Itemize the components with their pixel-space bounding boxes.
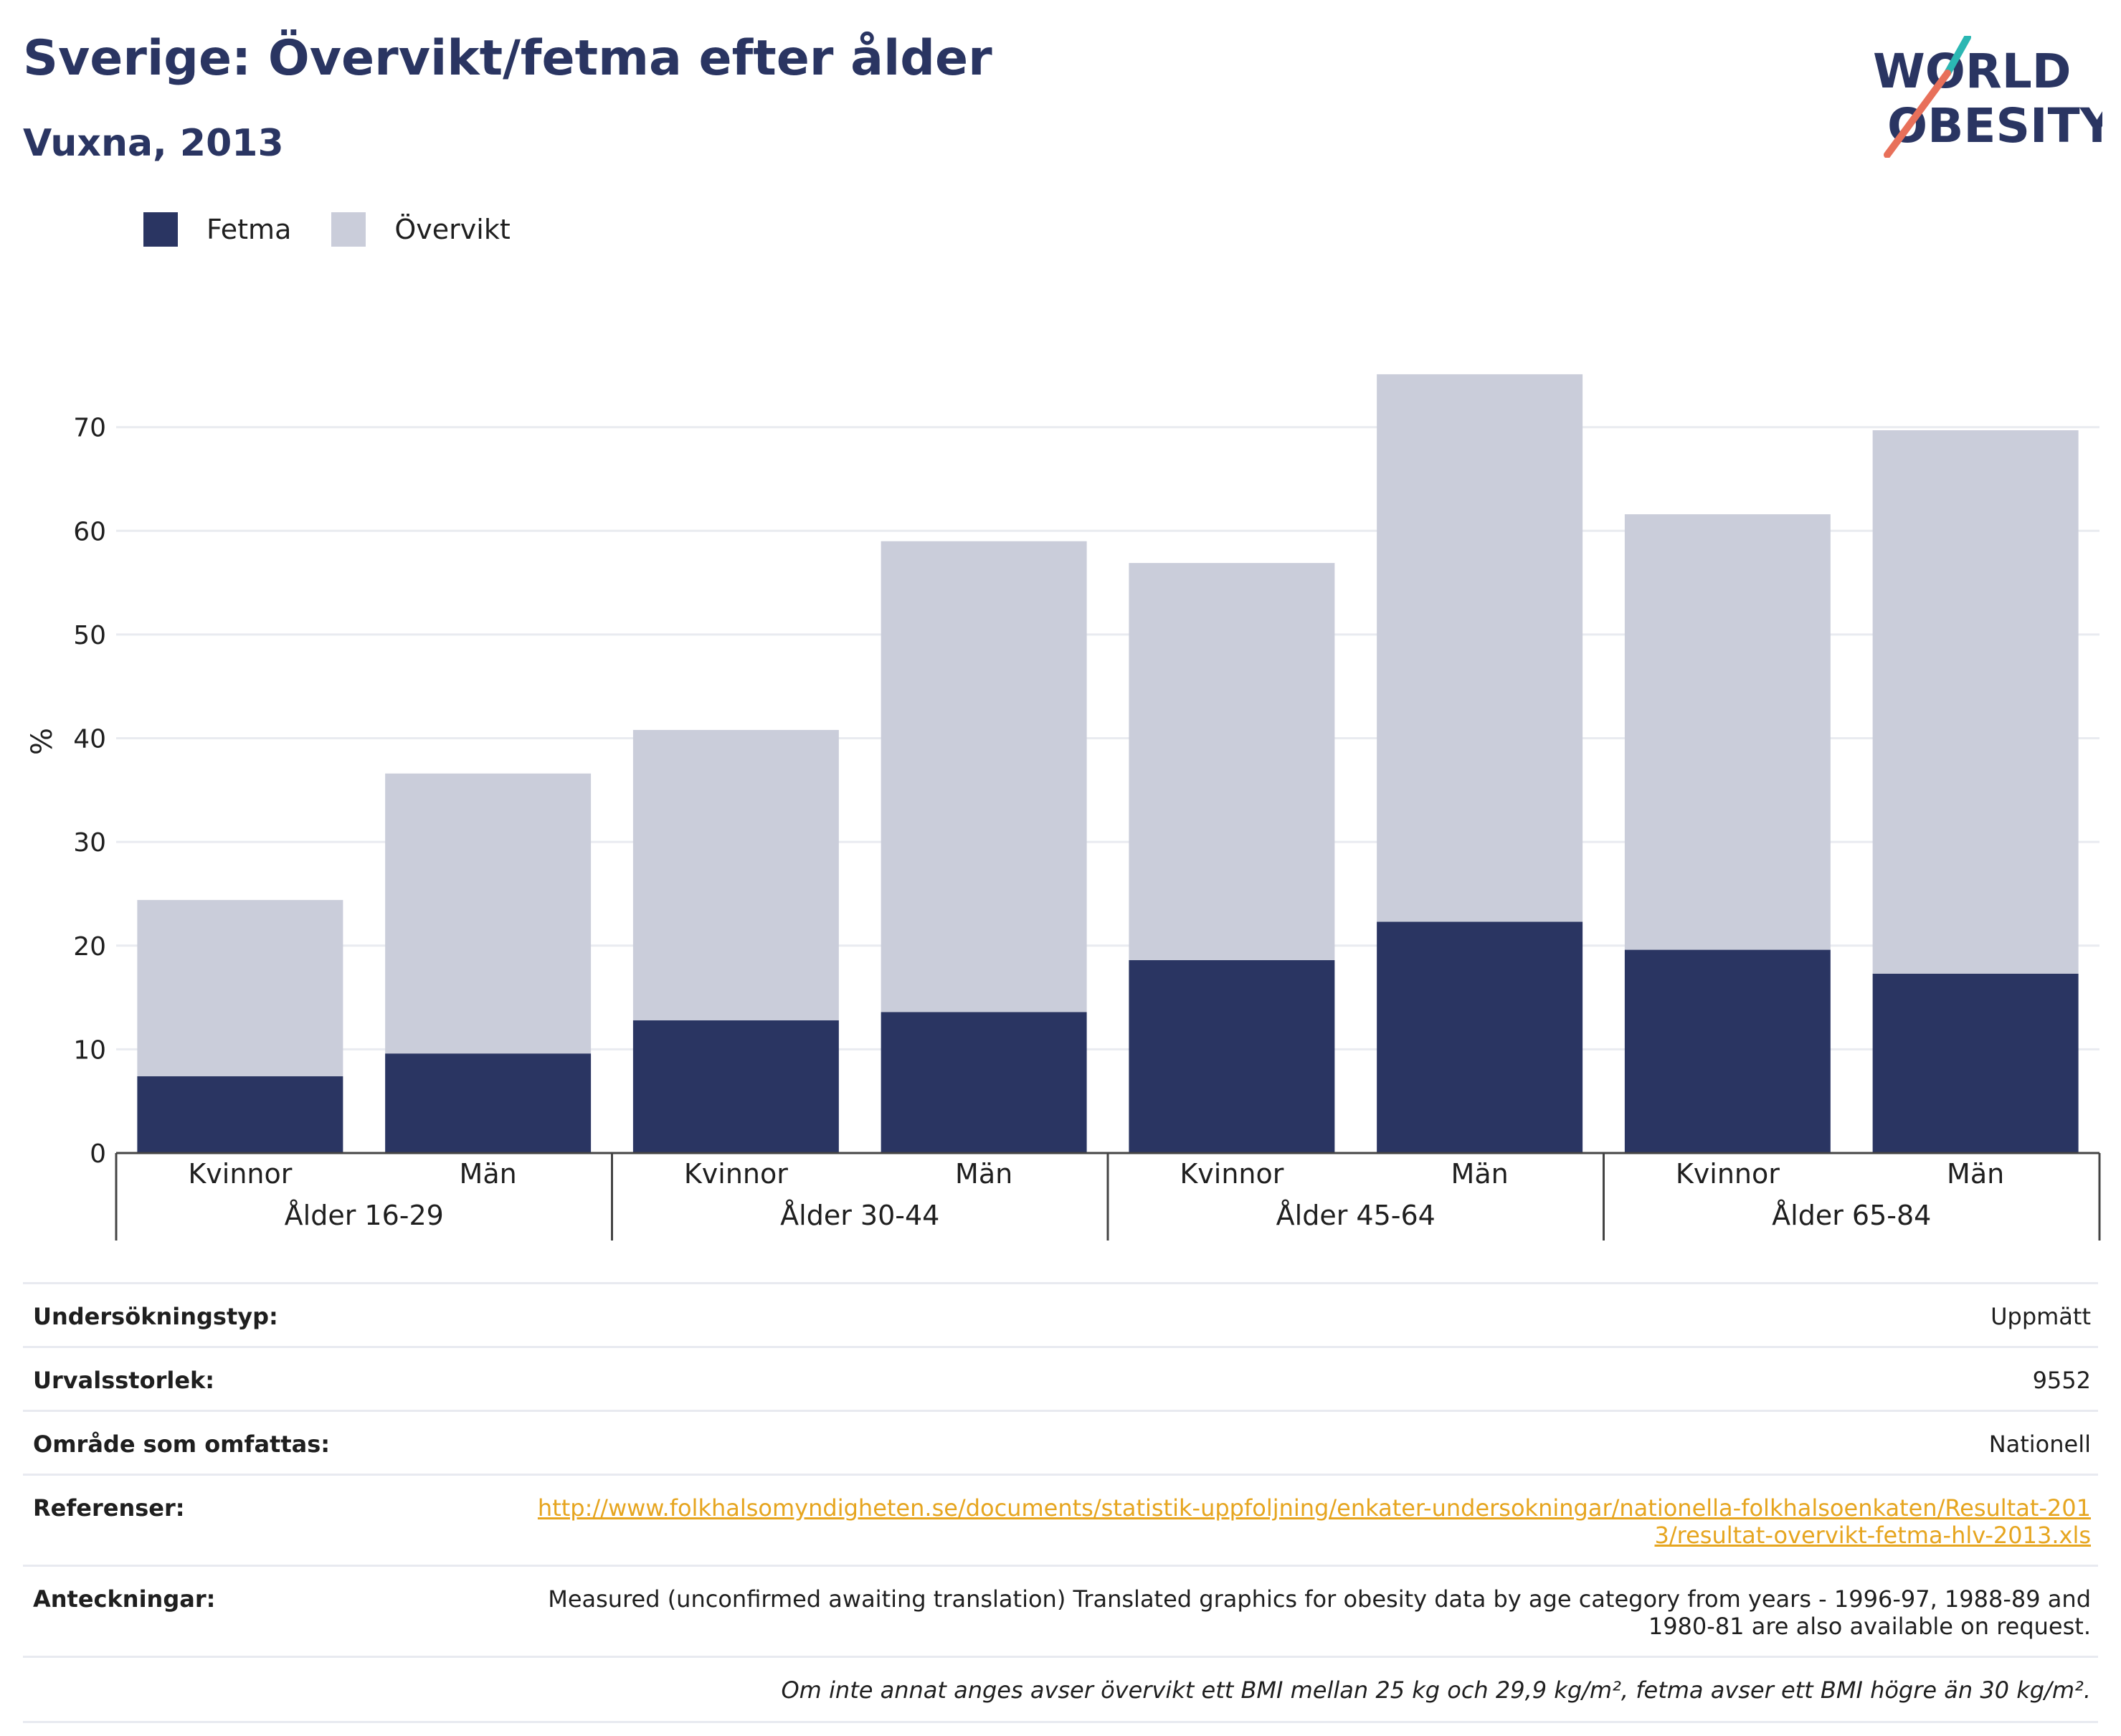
- bar-fetma: [1377, 921, 1583, 1153]
- legend-swatch-overvikt: [331, 212, 366, 247]
- info-row-sample-size: Urvalsstorlek: 9552: [23, 1346, 2098, 1410]
- bar-fetma: [137, 1076, 343, 1153]
- y-axis-label: %: [26, 728, 59, 755]
- bar-fetma: [632, 1020, 839, 1153]
- x-tick-label: Män: [955, 1158, 1012, 1190]
- y-tick-label: 70: [73, 414, 106, 443]
- bar-overvikt: [1129, 563, 1335, 961]
- bar-overvikt: [1624, 514, 1831, 950]
- legend-item-overvikt[interactable]: Övervikt: [331, 212, 511, 247]
- logo-text-world: WORLD: [1873, 44, 2072, 99]
- logo-slash-coral: [1884, 70, 1951, 158]
- x-tick-label: Män: [1947, 1158, 2004, 1190]
- stacked-bar-chart: 0 10 20 30 40 50 60 70% Kvinnor Män Kvinnor Män Kvin…: [26, 374, 2101, 1241]
- legend-swatch-fetma: [143, 212, 178, 247]
- y-tick-label: 60: [73, 517, 106, 546]
- info-value: Uppmätt: [1990, 1303, 2091, 1330]
- info-row-notes: Anteckningar: Measured (unconfirmed awai…: [23, 1565, 2098, 1656]
- bar-overvikt: [632, 729, 839, 1020]
- info-label: Undersökningstyp:: [33, 1303, 278, 1330]
- legend-label-overvikt: Övervikt: [394, 214, 511, 245]
- y-tick-label: 50: [73, 621, 106, 650]
- x-tick-label: Kvinnor: [188, 1158, 292, 1190]
- bar-fetma: [1872, 973, 2079, 1153]
- group-label: Ålder 45-64: [1276, 1200, 1436, 1231]
- bmi-footnote: Om inte annat anges avser övervikt ett B…: [23, 1656, 2098, 1723]
- x-tick-label: Kvinnor: [684, 1158, 788, 1190]
- page-subtitle: Vuxna, 2013: [23, 122, 284, 165]
- logo-slash-teal: [1944, 36, 1971, 77]
- legend-label-fetma: Fetma: [207, 214, 292, 245]
- y-tick-label: 30: [73, 828, 106, 858]
- y-tick-label: 40: [73, 725, 106, 754]
- y-tick-label: 10: [73, 1035, 106, 1065]
- x-tick-label: Män: [460, 1158, 517, 1190]
- info-label: Referenser:: [33, 1494, 185, 1522]
- x-tick-label: Kvinnor: [1180, 1158, 1283, 1190]
- bar-overvikt: [1872, 430, 2079, 974]
- bar-fetma: [1624, 949, 1831, 1153]
- page-title: Sverige: Övervikt/fetma efter ålder: [23, 30, 992, 87]
- bar-overvikt: [1377, 374, 1583, 922]
- info-row-coverage: Område som omfattas: Nationell: [23, 1410, 2098, 1474]
- info-value: Measured (unconfirmed awaiting translati…: [548, 1585, 2091, 1640]
- reference-link[interactable]: http://www.folkhalsomyndigheten.se/docum…: [537, 1494, 2091, 1549]
- x-tick-label: Kvinnor: [1676, 1158, 1780, 1190]
- bar-fetma: [1129, 960, 1335, 1153]
- chart-legend: Fetma Övervikt: [143, 212, 551, 247]
- info-row-survey-type: Undersökningstyp: Uppmätt: [23, 1282, 2098, 1346]
- bar-overvikt: [881, 541, 1087, 1012]
- info-row-references: Referenser: http://www.folkhalsomyndighe…: [23, 1474, 2098, 1565]
- x-tick-label: Män: [1451, 1158, 1509, 1190]
- info-label: Anteckningar:: [33, 1585, 216, 1613]
- survey-info-table: Undersökningstyp: Uppmätt Urvalsstorlek:…: [23, 1282, 2098, 1723]
- world-obesity-logo: WORLD OBESITY: [1873, 36, 2102, 158]
- y-tick-label: 20: [73, 932, 106, 962]
- bar-overvikt: [385, 773, 592, 1054]
- bar-overvikt: [137, 900, 343, 1076]
- bar-fetma: [881, 1012, 1087, 1153]
- legend-item-fetma[interactable]: Fetma: [143, 212, 291, 247]
- y-tick-label: 0: [90, 1139, 106, 1169]
- info-label: Urvalsstorlek:: [33, 1367, 215, 1394]
- group-label: Ålder 30-44: [780, 1200, 939, 1231]
- info-value: Nationell: [1988, 1431, 2091, 1458]
- bar-fetma: [385, 1053, 592, 1153]
- group-label: Ålder 65-84: [1772, 1200, 1931, 1231]
- info-value: 9552: [2032, 1367, 2091, 1394]
- info-label: Område som omfattas:: [33, 1431, 331, 1458]
- group-label: Ålder 16-29: [285, 1200, 444, 1231]
